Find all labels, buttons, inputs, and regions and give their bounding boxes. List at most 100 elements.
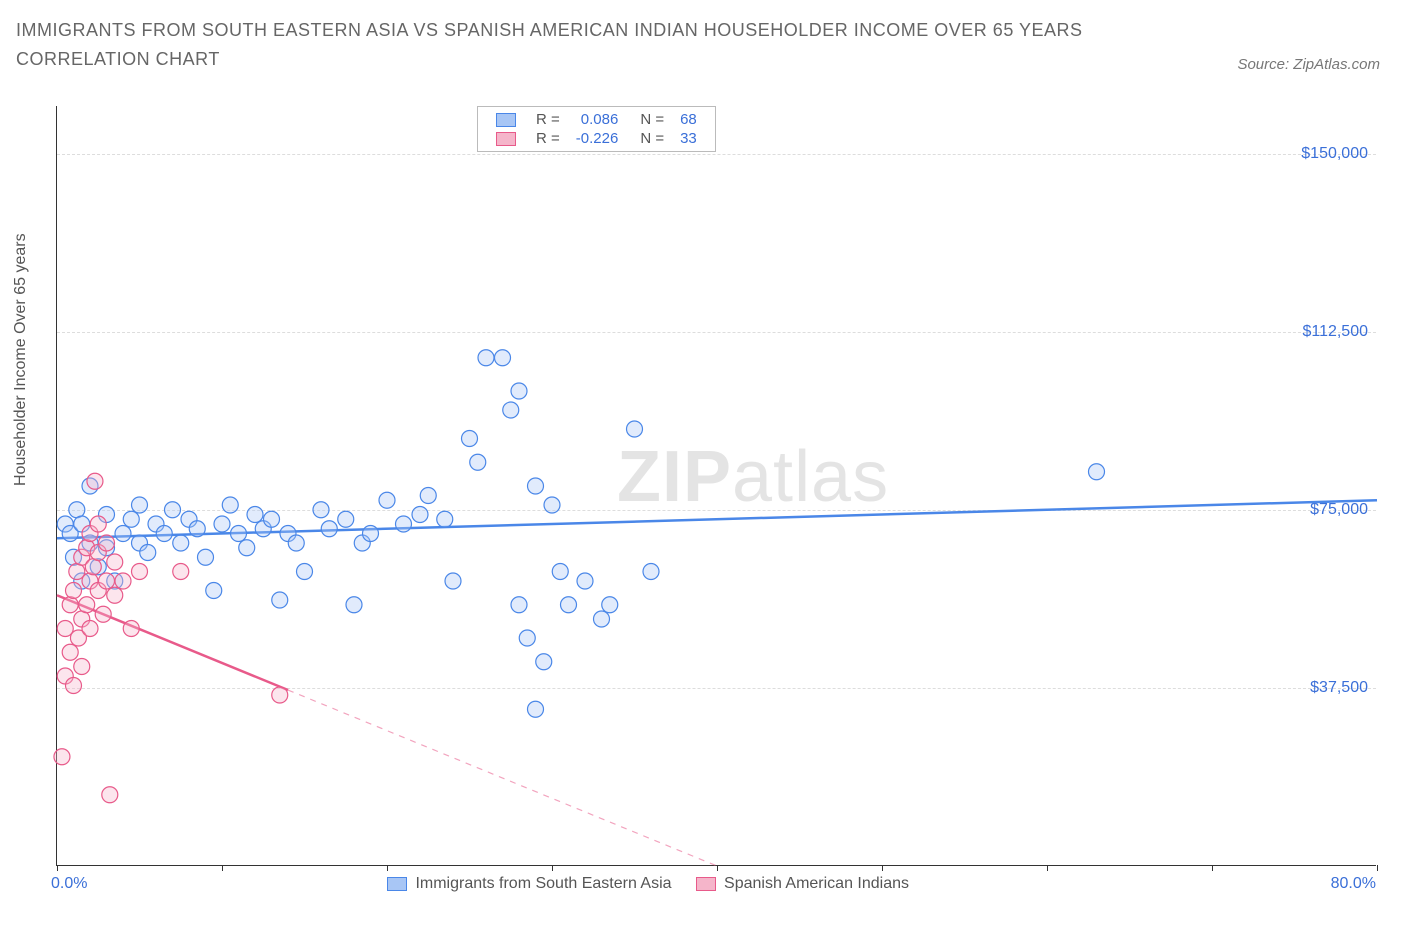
legend-swatch: [696, 877, 716, 891]
data-point: [140, 545, 156, 561]
legend-n-value: 33: [672, 129, 705, 148]
data-point: [173, 564, 189, 580]
legend-swatch: [387, 877, 407, 891]
x-tick: [222, 865, 223, 871]
data-point: [198, 549, 214, 565]
legend-r-label: R =: [528, 110, 568, 129]
data-point: [297, 564, 313, 580]
legend-r-value: -0.226: [568, 129, 627, 148]
data-point: [396, 516, 412, 532]
x-tick: [1377, 865, 1378, 871]
data-point: [536, 654, 552, 670]
source-attribution: Source: ZipAtlas.com: [1237, 56, 1380, 73]
correlation-chart: IMMIGRANTS FROM SOUTH EASTERN ASIA VS SP…: [16, 16, 1390, 914]
data-point: [272, 592, 288, 608]
data-point: [189, 521, 205, 537]
chart-title: IMMIGRANTS FROM SOUTH EASTERN ASIA VS SP…: [16, 16, 1166, 74]
data-point: [247, 507, 263, 523]
data-point: [123, 511, 139, 527]
legend-item: Spanish American Indians: [696, 875, 909, 893]
data-point: [107, 554, 123, 570]
x-tick: [717, 865, 718, 871]
data-point: [338, 511, 354, 527]
data-point: [115, 573, 131, 589]
y-axis-label: Householder Income Over 65 years: [12, 233, 30, 486]
data-point: [99, 535, 115, 551]
data-point: [90, 516, 106, 532]
data-point: [602, 597, 618, 613]
legend-stats: R =0.086N =68R =-0.226N =33: [477, 106, 716, 152]
data-point: [1089, 464, 1105, 480]
data-point: [379, 492, 395, 508]
data-point: [412, 507, 428, 523]
data-point: [66, 583, 82, 599]
data-point: [173, 535, 189, 551]
data-point: [346, 597, 362, 613]
data-point: [528, 701, 544, 717]
legend-swatch: [496, 132, 516, 146]
data-point: [115, 526, 131, 542]
data-point: [123, 621, 139, 637]
data-point: [643, 564, 659, 580]
data-point: [594, 611, 610, 627]
data-point: [69, 502, 85, 518]
legend-label: Spanish American Indians: [724, 875, 909, 892]
data-point: [82, 621, 98, 637]
data-point: [577, 573, 593, 589]
data-point: [231, 526, 247, 542]
legend-row: R =-0.226N =33: [488, 129, 705, 148]
x-tick: [552, 865, 553, 871]
x-tick: [57, 865, 58, 871]
data-point: [156, 526, 172, 542]
data-point: [54, 749, 70, 765]
data-point: [107, 587, 123, 603]
data-point: [264, 511, 280, 527]
x-tick: [1047, 865, 1048, 871]
data-point: [132, 497, 148, 513]
data-point: [470, 454, 486, 470]
legend-r-label: R =: [528, 129, 568, 148]
legend-n-label: N =: [626, 110, 672, 129]
legend-swatch: [496, 113, 516, 127]
data-point: [437, 511, 453, 527]
legend-n-label: N =: [626, 129, 672, 148]
data-point: [552, 564, 568, 580]
x-tick: [1212, 865, 1213, 871]
data-point: [62, 597, 78, 613]
trend-line-dashed: [288, 690, 717, 866]
x-tick-label: 80.0%: [1331, 875, 1376, 893]
data-point: [79, 597, 95, 613]
data-point: [495, 350, 511, 366]
data-point: [321, 521, 337, 537]
scatter-svg: [57, 106, 1377, 866]
data-point: [214, 516, 230, 532]
data-point: [95, 606, 111, 622]
data-point: [462, 431, 478, 447]
legend-row: R =0.086N =68: [488, 110, 705, 129]
data-point: [544, 497, 560, 513]
data-point: [87, 473, 103, 489]
data-point: [239, 540, 255, 556]
legend-item: Immigrants from South Eastern Asia: [387, 875, 672, 893]
data-point: [222, 497, 238, 513]
legend-r-value: 0.086: [568, 110, 627, 129]
data-point: [165, 502, 181, 518]
data-point: [102, 787, 118, 803]
x-tick: [387, 865, 388, 871]
legend-n-value: 68: [672, 110, 705, 129]
data-point: [511, 597, 527, 613]
data-point: [445, 573, 461, 589]
data-point: [132, 564, 148, 580]
x-tick-label: 0.0%: [51, 875, 87, 893]
data-point: [511, 383, 527, 399]
data-point: [66, 678, 82, 694]
data-point: [313, 502, 329, 518]
legend-series: Immigrants from South Eastern Asia Spani…: [387, 875, 909, 893]
data-point: [478, 350, 494, 366]
data-point: [99, 573, 115, 589]
data-point: [272, 687, 288, 703]
data-point: [561, 597, 577, 613]
data-point: [62, 644, 78, 660]
data-point: [206, 583, 222, 599]
data-point: [420, 488, 436, 504]
